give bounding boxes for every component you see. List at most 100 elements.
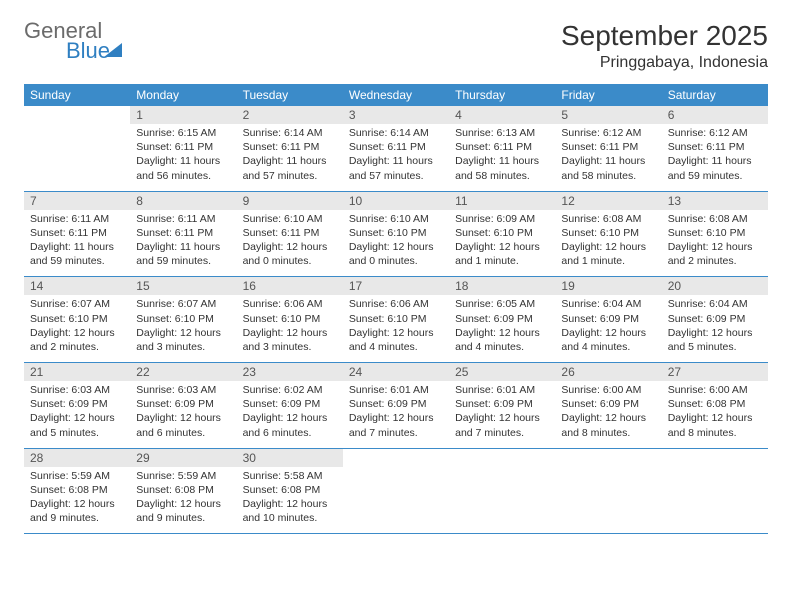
calendar-table: SundayMondayTuesdayWednesdayThursdayFrid…	[24, 84, 768, 534]
daylight-line: Daylight: 12 hours and 3 minutes.	[243, 326, 337, 354]
daylight-line: Daylight: 12 hours and 7 minutes.	[455, 411, 549, 439]
calendar-week-row: 21Sunrise: 6:03 AMSunset: 6:09 PMDayligh…	[24, 363, 768, 449]
day-body: Sunrise: 6:07 AMSunset: 6:10 PMDaylight:…	[24, 295, 130, 362]
sunset-line: Sunset: 6:09 PM	[561, 312, 655, 326]
daylight-line: Daylight: 12 hours and 7 minutes.	[349, 411, 443, 439]
calendar-cell: 13Sunrise: 6:08 AMSunset: 6:10 PMDayligh…	[662, 191, 768, 277]
sunset-line: Sunset: 6:10 PM	[349, 312, 443, 326]
day-number: 23	[237, 363, 343, 381]
sunset-line: Sunset: 6:09 PM	[455, 312, 549, 326]
day-body: Sunrise: 6:14 AMSunset: 6:11 PMDaylight:…	[343, 124, 449, 191]
sunset-line: Sunset: 6:11 PM	[136, 140, 230, 154]
day-number: 12	[555, 192, 661, 210]
day-body: Sunrise: 6:02 AMSunset: 6:09 PMDaylight:…	[237, 381, 343, 448]
day-number: 6	[662, 106, 768, 124]
daylight-line: Daylight: 12 hours and 3 minutes.	[136, 326, 230, 354]
sunrise-line: Sunrise: 6:12 AM	[668, 126, 762, 140]
calendar-cell: 4Sunrise: 6:13 AMSunset: 6:11 PMDaylight…	[449, 106, 555, 191]
calendar-cell: 19Sunrise: 6:04 AMSunset: 6:09 PMDayligh…	[555, 277, 661, 363]
weekday-header: Saturday	[662, 84, 768, 106]
day-number: 5	[555, 106, 661, 124]
sunset-line: Sunset: 6:10 PM	[30, 312, 124, 326]
calendar-cell: 6Sunrise: 6:12 AMSunset: 6:11 PMDaylight…	[662, 106, 768, 191]
daylight-line: Daylight: 11 hours and 58 minutes.	[561, 154, 655, 182]
calendar-page: General Blue September 2025 Pringgabaya,…	[0, 0, 792, 554]
calendar-cell: 28Sunrise: 5:59 AMSunset: 6:08 PMDayligh…	[24, 448, 130, 534]
sunrise-line: Sunrise: 6:07 AM	[30, 297, 124, 311]
calendar-cell: 14Sunrise: 6:07 AMSunset: 6:10 PMDayligh…	[24, 277, 130, 363]
sunrise-line: Sunrise: 5:59 AM	[136, 469, 230, 483]
weekday-header: Friday	[555, 84, 661, 106]
sunset-line: Sunset: 6:11 PM	[668, 140, 762, 154]
daylight-line: Daylight: 11 hours and 58 minutes.	[455, 154, 549, 182]
sunset-line: Sunset: 6:11 PM	[243, 226, 337, 240]
daylight-line: Daylight: 12 hours and 9 minutes.	[30, 497, 124, 525]
sunrise-line: Sunrise: 6:11 AM	[136, 212, 230, 226]
day-number: 14	[24, 277, 130, 295]
calendar-cell: 12Sunrise: 6:08 AMSunset: 6:10 PMDayligh…	[555, 191, 661, 277]
sunset-line: Sunset: 6:09 PM	[136, 397, 230, 411]
day-body: Sunrise: 6:07 AMSunset: 6:10 PMDaylight:…	[130, 295, 236, 362]
day-number: 2	[237, 106, 343, 124]
day-body: Sunrise: 6:04 AMSunset: 6:09 PMDaylight:…	[662, 295, 768, 362]
day-number: 16	[237, 277, 343, 295]
calendar-week-row: 1Sunrise: 6:15 AMSunset: 6:11 PMDaylight…	[24, 106, 768, 191]
day-body: Sunrise: 6:03 AMSunset: 6:09 PMDaylight:…	[24, 381, 130, 448]
sunset-line: Sunset: 6:11 PM	[349, 140, 443, 154]
calendar-cell: 30 Sunrise: 5:58 AMSunset: 6:08 PMDayligh…	[237, 448, 343, 534]
daylight-line: Daylight: 12 hours and 5 minutes.	[668, 326, 762, 354]
daylight-line: Daylight: 12 hours and 10 minutes.	[243, 497, 337, 525]
sunrise-line: Sunrise: 6:02 AM	[243, 383, 337, 397]
sunset-line: Sunset: 6:11 PM	[30, 226, 124, 240]
daylight-line: Daylight: 12 hours and 4 minutes.	[349, 326, 443, 354]
day-body: Sunrise: 6:06 AMSunset: 6:10 PMDaylight:…	[237, 295, 343, 362]
weekday-header: Thursday	[449, 84, 555, 106]
day-body: Sunrise: 6:00 AMSunset: 6:09 PMDaylight:…	[555, 381, 661, 448]
day-number: 29	[130, 449, 236, 467]
sunset-line: Sunset: 6:09 PM	[243, 397, 337, 411]
day-number: 11	[449, 192, 555, 210]
day-number: 17	[343, 277, 449, 295]
day-body: Sunrise: 6:01 AMSunset: 6:09 PMDaylight:…	[449, 381, 555, 448]
sunset-line: Sunset: 6:11 PM	[455, 140, 549, 154]
sunrise-line: Sunrise: 5:59 AM	[30, 469, 124, 483]
calendar-cell: 25Sunrise: 6:01 AMSunset: 6:09 PMDayligh…	[449, 363, 555, 449]
calendar-body: 1Sunrise: 6:15 AMSunset: 6:11 PMDaylight…	[24, 106, 768, 534]
calendar-cell: 22Sunrise: 6:03 AMSunset: 6:09 PMDayligh…	[130, 363, 236, 449]
sunset-line: Sunset: 6:10 PM	[668, 226, 762, 240]
calendar-cell: 16Sunrise: 6:06 AMSunset: 6:10 PMDayligh…	[237, 277, 343, 363]
day-number: 30	[237, 449, 343, 467]
day-body: Sunrise: 6:01 AMSunset: 6:09 PMDaylight:…	[343, 381, 449, 448]
daylight-line: Daylight: 11 hours and 56 minutes.	[136, 154, 230, 182]
daylight-line: Daylight: 12 hours and 6 minutes.	[136, 411, 230, 439]
daylight-line: Daylight: 12 hours and 6 minutes.	[243, 411, 337, 439]
sunset-line: Sunset: 6:09 PM	[349, 397, 443, 411]
sunset-line: Sunset: 6:08 PM	[243, 483, 337, 497]
calendar-cell: 2Sunrise: 6:14 AMSunset: 6:11 PMDaylight…	[237, 106, 343, 191]
sunrise-line: Sunrise: 6:06 AM	[349, 297, 443, 311]
daylight-line: Daylight: 11 hours and 57 minutes.	[243, 154, 337, 182]
calendar-cell: 3Sunrise: 6:14 AMSunset: 6:11 PMDaylight…	[343, 106, 449, 191]
sunrise-line: Sunrise: 6:06 AM	[243, 297, 337, 311]
calendar-cell: 1Sunrise: 6:15 AMSunset: 6:11 PMDaylight…	[130, 106, 236, 191]
daylight-line: Daylight: 11 hours and 59 minutes.	[30, 240, 124, 268]
sunset-line: Sunset: 6:10 PM	[349, 226, 443, 240]
day-number: 21	[24, 363, 130, 381]
daylight-line: Daylight: 12 hours and 1 minute.	[561, 240, 655, 268]
day-number: 15	[130, 277, 236, 295]
sunset-line: Sunset: 6:08 PM	[136, 483, 230, 497]
day-number: 25	[449, 363, 555, 381]
sunset-line: Sunset: 6:09 PM	[668, 312, 762, 326]
day-number: 22	[130, 363, 236, 381]
calendar-cell: 10Sunrise: 6:10 AMSunset: 6:10 PMDayligh…	[343, 191, 449, 277]
sunset-line: Sunset: 6:10 PM	[136, 312, 230, 326]
location: Pringgabaya, Indonesia	[561, 54, 768, 72]
daylight-line: Daylight: 12 hours and 4 minutes.	[455, 326, 549, 354]
day-number: 8	[130, 192, 236, 210]
day-body: Sunrise: 6:10 AMSunset: 6:11 PMDaylight:…	[237, 210, 343, 277]
calendar-cell: 11Sunrise: 6:09 AMSunset: 6:10 PMDayligh…	[449, 191, 555, 277]
calendar-cell: 8Sunrise: 6:11 AMSunset: 6:11 PMDaylight…	[130, 191, 236, 277]
day-body: Sunrise: 6:05 AMSunset: 6:09 PMDaylight:…	[449, 295, 555, 362]
daylight-line: Daylight: 12 hours and 2 minutes.	[30, 326, 124, 354]
sunrise-line: Sunrise: 5:58 AM	[243, 469, 337, 483]
